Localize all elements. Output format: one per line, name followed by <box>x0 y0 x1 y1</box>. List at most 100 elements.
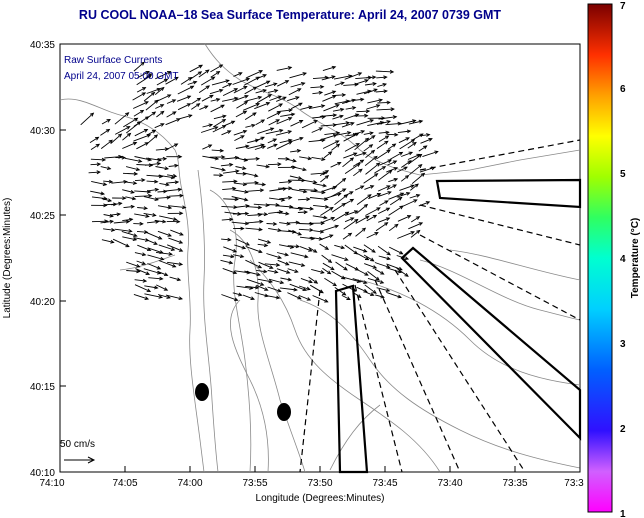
current-vector-head <box>406 191 411 196</box>
current-vector <box>320 175 329 183</box>
current-vector-head <box>285 261 290 266</box>
current-vector-head <box>277 288 282 293</box>
current-vector-head <box>295 220 301 225</box>
current-vector <box>122 218 133 222</box>
current-vector-head <box>332 282 337 287</box>
current-vector-head <box>371 135 376 139</box>
colorbar-tick: 6 <box>620 84 626 95</box>
current-vector <box>125 166 140 171</box>
legend-line-2: April 24, 2007 05:00 GMT <box>64 71 179 82</box>
current-vector-head <box>353 152 358 157</box>
current-vector <box>223 246 237 253</box>
current-vectors <box>80 61 439 303</box>
current-vector-head <box>219 148 225 153</box>
current-vector-head <box>342 291 347 296</box>
current-vector-head <box>374 232 379 236</box>
current-vector-head <box>107 198 113 203</box>
current-vector <box>364 156 378 167</box>
current-vector-head <box>126 132 132 137</box>
current-vector <box>154 87 165 96</box>
current-vector <box>143 73 152 80</box>
current-vector <box>114 112 129 125</box>
current-vector-head <box>178 262 184 267</box>
current-vector <box>267 163 281 166</box>
current-vector <box>156 111 164 118</box>
current-vector <box>258 261 273 269</box>
current-vector <box>122 181 137 184</box>
current-vector-head <box>320 104 326 109</box>
current-vector <box>298 228 313 231</box>
current-vector-head <box>386 185 391 189</box>
current-vector-head <box>273 143 278 148</box>
current-vector-head <box>245 144 250 149</box>
current-vector <box>291 137 303 142</box>
current-vector <box>388 205 404 216</box>
current-vector <box>100 166 111 170</box>
current-vector-head <box>245 242 251 246</box>
current-vector <box>91 180 107 186</box>
current-vector <box>144 285 158 289</box>
current-vector <box>112 238 130 248</box>
current-vector <box>232 78 250 85</box>
current-vector-head <box>141 87 147 91</box>
current-vector-head <box>171 99 177 103</box>
current-vector <box>222 180 237 183</box>
current-vector <box>354 251 369 260</box>
current-vector <box>366 104 380 110</box>
current-vector <box>276 141 292 150</box>
current-vector-head <box>272 222 278 226</box>
current-vector <box>313 230 324 233</box>
current-vector-head <box>238 292 243 297</box>
current-vector-head <box>152 213 157 217</box>
current-vector-head <box>146 134 152 138</box>
current-vector-head <box>404 272 409 277</box>
current-vector <box>287 245 300 248</box>
current-vector-head <box>329 206 334 211</box>
current-vector-head <box>177 154 183 159</box>
current-vector-head <box>431 166 436 171</box>
current-vector-head <box>273 89 279 93</box>
y-axis-label: Latitude (Degrees:Minutes) <box>2 198 13 319</box>
current-vector <box>202 124 213 128</box>
current-vector-head <box>154 99 159 104</box>
current-vector-head <box>256 272 261 277</box>
current-vector <box>311 127 323 133</box>
current-vector-head <box>365 215 370 220</box>
current-vector-head <box>233 179 238 184</box>
current-vector <box>220 259 233 264</box>
current-vector <box>256 94 272 104</box>
current-vector-head <box>198 64 204 69</box>
current-vector <box>388 178 398 183</box>
current-vector-head <box>415 193 421 198</box>
current-vector-head <box>428 138 433 142</box>
current-vector-head <box>354 132 360 137</box>
current-vector-head <box>392 115 398 119</box>
current-vector <box>254 102 270 110</box>
current-vector-head <box>156 87 162 92</box>
current-vector <box>126 121 141 134</box>
current-vector <box>276 117 292 125</box>
current-vector <box>221 238 231 241</box>
current-vector <box>297 207 314 210</box>
current-vector-head <box>177 187 183 192</box>
current-vector <box>352 98 364 101</box>
current-vector-head <box>154 285 159 290</box>
current-vector-head <box>355 143 360 147</box>
current-vector-head <box>125 243 130 248</box>
current-vector <box>287 292 301 300</box>
current-vector <box>389 197 402 206</box>
current-vector-head <box>163 272 169 277</box>
current-vector <box>378 255 391 260</box>
current-vector-head <box>148 193 153 198</box>
current-vector <box>324 132 340 136</box>
current-vector-head <box>222 125 227 129</box>
current-vector-head <box>242 166 247 170</box>
current-vector-head <box>302 287 307 292</box>
current-vector <box>145 99 159 111</box>
current-vector <box>279 244 294 249</box>
current-vector-head <box>332 95 337 99</box>
current-vector <box>90 163 101 166</box>
current-vector-head <box>135 167 141 172</box>
current-vector <box>397 231 415 239</box>
current-vector-head <box>374 173 379 177</box>
